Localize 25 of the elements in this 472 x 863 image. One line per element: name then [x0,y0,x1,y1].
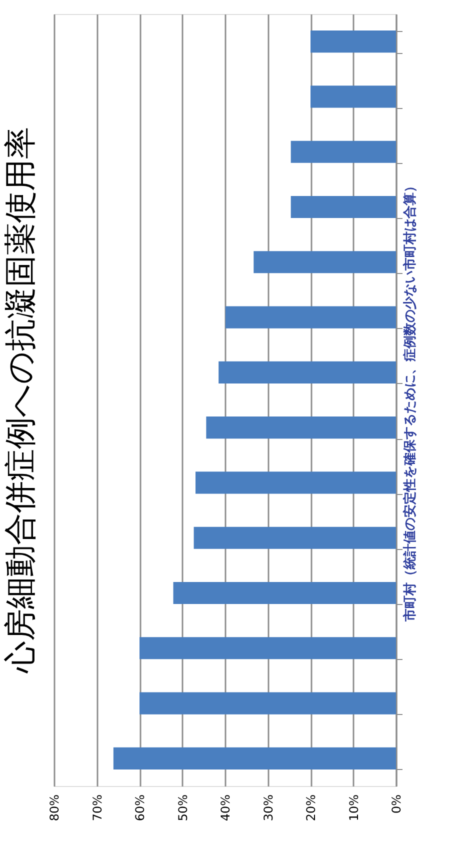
bar [310,30,396,53]
bar [140,692,396,714]
bar [196,472,396,494]
x-tick-label: 40% [218,794,232,822]
bar [310,86,396,108]
bar [225,306,396,328]
bar [173,582,396,604]
x-tick-label: 70% [90,794,104,822]
bar [290,196,396,218]
x-tick-label: 0% [390,794,404,814]
y-axis-title: 市町村（統計値の安定性を確保するために、症例数の少ない市町村は合算） [402,180,418,622]
x-tick-label: 80% [48,794,62,822]
x-tick-label: 60% [133,794,147,822]
x-tick-label: 30% [261,794,276,822]
x-tick-label: 10% [346,794,361,822]
bar [218,361,396,384]
bar [140,637,396,660]
x-tick-label: 20% [304,794,318,822]
bar [290,140,396,163]
text: 心房細動合併症例への抗凝固薬使用率 [1,127,39,674]
x-tick-label: 50% [176,794,190,822]
bar [206,416,396,439]
bar [194,526,396,549]
bar [254,251,396,274]
bar [113,747,396,770]
